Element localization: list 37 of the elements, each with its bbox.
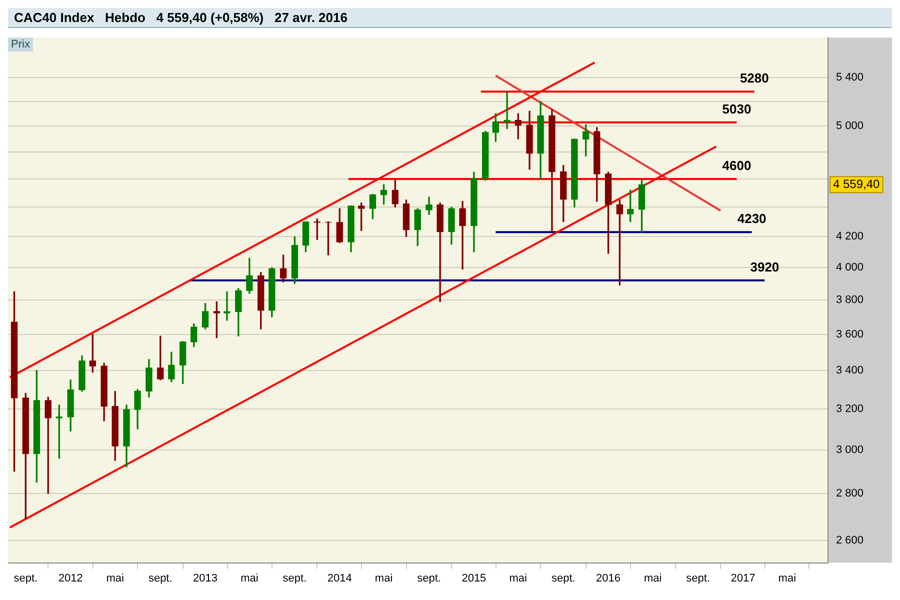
x-tick-label: 2013: [193, 572, 218, 584]
text: 4 559,40: [833, 176, 880, 191]
x-tick-label: sept.: [551, 572, 576, 584]
y-tick-label: 3 200: [836, 402, 864, 415]
x-tick-label: sept.: [14, 572, 38, 584]
x-tick-label: mai: [374, 572, 393, 584]
series-label: 4600: [722, 158, 752, 174]
y-tick-label: 2 600: [836, 534, 864, 547]
x-tick-label: mai: [509, 572, 527, 584]
x-tick-label: 2016: [596, 572, 621, 584]
chart-title: CAC40 Index Hebdo 4 559,40 (+0,58%) 27 avr. 2016: [8, 8, 892, 28]
x-tick-label: mai: [240, 572, 258, 584]
x-tick-label: 2012: [58, 572, 83, 584]
x-tick-label: mai: [106, 572, 124, 584]
x-tick-label: 2014: [327, 572, 352, 584]
y-tick-label: 5 400: [836, 71, 864, 84]
series-label: 4230: [737, 211, 766, 226]
y-tick-label: 3 400: [836, 364, 864, 377]
x-tick-label: 2015: [462, 572, 486, 584]
y-tick-label: 3 800: [836, 294, 864, 306]
y-tick-label: 5 000: [836, 120, 864, 132]
y-tick-label: 4 000: [836, 262, 864, 274]
x-tick-label: sept.: [282, 572, 307, 584]
y-tick-label: 4 200: [836, 230, 864, 243]
y-tick-label: 3 600: [836, 328, 864, 340]
x-tick-label: sept.: [686, 572, 710, 584]
annotation: Prix: [11, 38, 30, 51]
series-label: 3920: [750, 259, 780, 274]
y-tick-label: 3 000: [836, 444, 864, 456]
x-tick-label: mai: [644, 572, 662, 584]
x-tick-label: sept.: [148, 572, 172, 584]
series-label: 5280: [740, 70, 769, 86]
x-tick-label: mai: [778, 572, 796, 584]
series-label: 5030: [722, 101, 752, 116]
y-tick-label: 2 800: [836, 488, 864, 500]
x-tick-label: sept.: [417, 572, 441, 584]
x-tick-label: 2017: [730, 572, 756, 584]
